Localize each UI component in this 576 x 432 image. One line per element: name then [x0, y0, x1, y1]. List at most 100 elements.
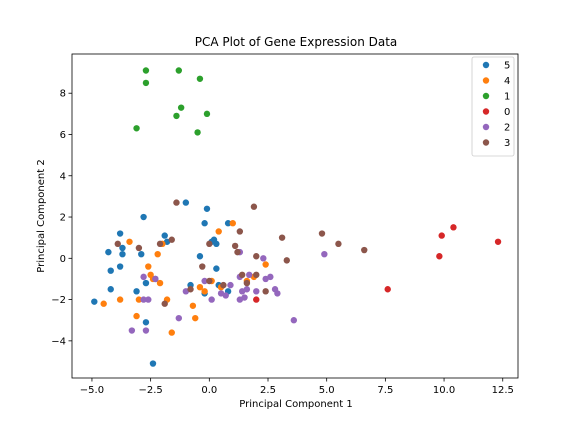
data-point-series-4 — [100, 300, 107, 307]
data-point-series-0 — [436, 253, 443, 260]
x-axis-ticks: −5.0 −2.5 0.0 2.5 5.0 7.5 10.0 12.5 — [80, 378, 514, 396]
data-point-series-3 — [231, 242, 239, 250]
data-point-series-1 — [177, 104, 185, 111]
data-point-series-3 — [234, 248, 241, 256]
data-point-series-5 — [149, 360, 157, 367]
data-point-series-2 — [222, 292, 229, 299]
legend-label: 5 — [504, 61, 510, 72]
data-point-series-0 — [384, 286, 391, 293]
data-point-series-5 — [116, 230, 124, 237]
data-point-series-5 — [140, 213, 147, 221]
data-point-series-2 — [243, 286, 251, 293]
data-point-series-5 — [133, 288, 140, 295]
x-tick-label: 0.0 — [201, 385, 217, 396]
data-point-series-2 — [241, 294, 248, 301]
data-point-series-5 — [142, 279, 150, 287]
x-tick-label: 12.5 — [492, 385, 514, 396]
legend-marker — [482, 108, 490, 115]
data-point-series-2 — [140, 273, 147, 281]
data-point-series-2 — [290, 317, 298, 324]
data-point-series-2 — [274, 290, 281, 297]
data-point-series-2 — [227, 281, 234, 289]
data-point-series-3 — [262, 288, 269, 295]
plot-area-frame — [71, 53, 519, 379]
data-point-series-5 — [105, 248, 112, 256]
data-point-series-3 — [199, 263, 206, 270]
data-point-series-5 — [213, 265, 220, 272]
data-point-series-3 — [278, 234, 286, 241]
data-point-series-4 — [262, 261, 269, 268]
data-point-series-3 — [220, 281, 227, 289]
y-axis-ticks: −4 −2 0 2 4 6 8 — [51, 89, 72, 347]
data-point-series-3 — [173, 199, 180, 206]
data-points — [91, 67, 502, 367]
data-point-series-1 — [142, 67, 150, 74]
x-axis-label: Principal Component 1 — [239, 399, 352, 410]
data-point-series-0 — [450, 224, 457, 231]
data-point-series-3 — [361, 246, 368, 254]
data-point-series-4 — [215, 228, 222, 235]
data-point-series-1 — [173, 112, 180, 120]
data-point-series-2 — [152, 275, 159, 283]
data-point-series-3 — [250, 203, 258, 210]
x-tick-label: 7.5 — [377, 385, 393, 396]
data-point-series-3 — [236, 228, 244, 235]
data-point-series-5 — [161, 232, 168, 239]
y-tick-label: 8 — [60, 89, 66, 100]
data-point-series-1 — [133, 125, 140, 132]
data-point-series-3 — [206, 277, 213, 285]
x-tick-label: 5.0 — [319, 385, 335, 396]
data-point-series-2 — [260, 255, 267, 262]
data-point-series-5 — [196, 253, 204, 260]
data-point-series-3 — [187, 286, 194, 293]
data-point-series-4 — [133, 312, 140, 320]
data-point-series-3 — [206, 240, 213, 248]
data-point-series-4 — [201, 288, 208, 295]
y-tick-label: 4 — [60, 171, 66, 182]
data-point-series-3 — [335, 240, 342, 248]
data-point-series-1 — [203, 110, 211, 118]
data-point-series-2 — [140, 296, 147, 303]
y-tick-label: 0 — [60, 254, 66, 265]
data-point-series-5 — [119, 250, 126, 258]
data-point-series-2 — [267, 273, 274, 281]
data-point-series-4 — [229, 220, 236, 227]
y-tick-label: −4 — [51, 336, 66, 347]
data-point-series-2 — [175, 314, 183, 322]
x-tick-label: −5.0 — [80, 385, 104, 396]
data-point-series-1 — [196, 75, 204, 82]
y-tick-label: −2 — [51, 295, 66, 306]
y-tick-label: 2 — [60, 213, 66, 224]
data-point-series-2 — [201, 277, 208, 285]
data-point-series-1 — [175, 67, 183, 74]
data-point-series-3 — [168, 236, 175, 243]
data-point-series-4 — [168, 329, 175, 336]
data-point-series-2 — [253, 288, 260, 295]
x-tick-label: 2.5 — [260, 385, 276, 396]
data-point-series-3 — [161, 300, 168, 307]
data-point-series-5 — [107, 286, 114, 293]
data-point-series-3 — [283, 257, 290, 264]
legend-label: 1 — [504, 92, 510, 103]
data-point-series-4 — [116, 296, 124, 303]
data-point-series-2 — [208, 296, 215, 303]
data-point-series-4 — [196, 283, 204, 291]
legend-box — [471, 56, 515, 157]
y-axis-label: Principal Component 2 — [36, 159, 47, 272]
data-point-series-4 — [126, 238, 133, 245]
legend-label: 2 — [504, 123, 510, 134]
legend-label: 4 — [504, 76, 510, 87]
data-point-series-0 — [438, 232, 445, 239]
data-point-series-5 — [224, 220, 232, 227]
data-point-series-1 — [194, 129, 201, 136]
data-point-series-5 — [119, 244, 126, 252]
data-point-series-3 — [156, 240, 164, 248]
x-tick-label: 10.0 — [433, 385, 455, 396]
data-point-series-4 — [189, 302, 197, 309]
data-point-series-5 — [138, 250, 145, 258]
data-point-series-4 — [192, 314, 199, 322]
legend-marker — [482, 77, 490, 84]
data-point-series-3 — [243, 279, 251, 287]
data-point-series-3 — [114, 240, 121, 248]
